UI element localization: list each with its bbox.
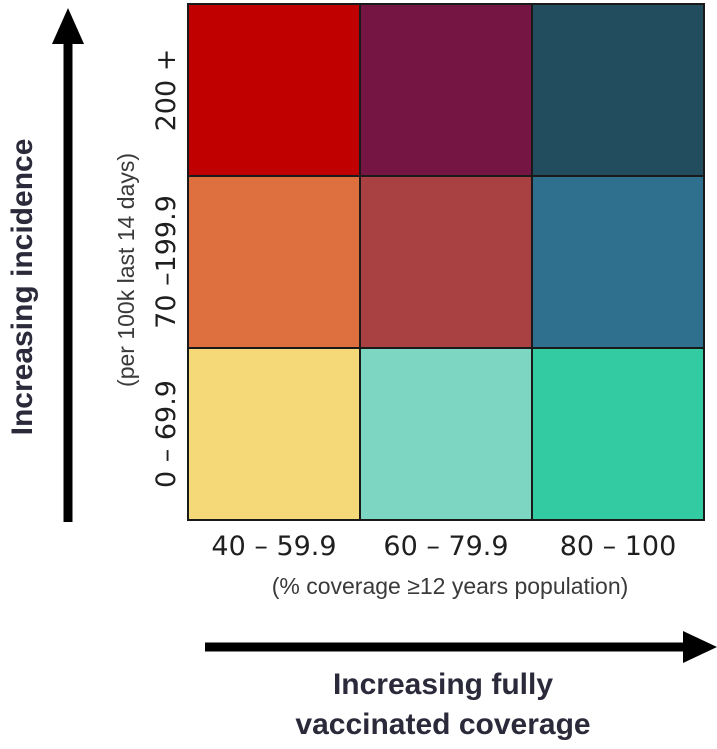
heatmap-cell [531, 3, 705, 177]
heatmap-cell [359, 175, 533, 349]
y-tick-label: 0 – 69.9 [151, 380, 182, 488]
x-tick-labels: 40 – 59.9 60 – 79.9 80 – 100 [211, 531, 676, 562]
x-axis-title-line-1: Increasing fully [333, 668, 553, 701]
y-axis-sublabel: (per 100k last 14 days) [113, 153, 139, 387]
y-tick-label: 70 –199.9 [151, 195, 182, 329]
y-axis-arrow [52, 8, 84, 522]
heatmap-cell [187, 3, 361, 177]
heatmap-cell [531, 347, 705, 521]
y-tick-labels: 0 – 69.9 70 –199.9 200 + [151, 49, 182, 488]
x-tick-label: 60 – 79.9 [383, 531, 508, 562]
x-axis-sublabel: (% coverage ≥12 years population) [272, 573, 629, 599]
heatmap-cell [359, 347, 533, 521]
heatmap-cell [359, 3, 533, 177]
heatmap-cell [187, 175, 361, 349]
x-axis-arrow [205, 631, 717, 663]
heatmap-cell [187, 347, 361, 521]
x-tick-label: 80 – 100 [560, 531, 677, 562]
y-tick-label: 200 + [151, 49, 182, 132]
x-tick-label: 40 – 59.9 [211, 531, 336, 562]
heatmap-cells [187, 3, 705, 521]
y-axis-title: Increasing incidence [6, 139, 39, 436]
x-axis-title-line-2: vaccinated coverage [295, 708, 590, 741]
heatmap-cell [531, 175, 705, 349]
